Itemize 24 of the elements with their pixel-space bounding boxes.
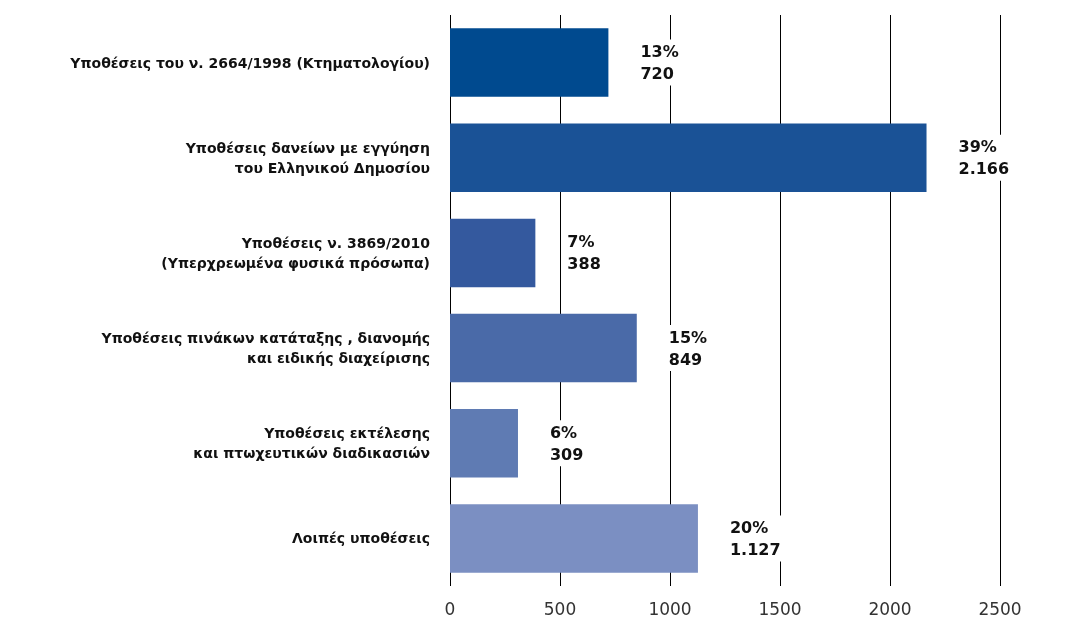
bar bbox=[450, 218, 536, 288]
y-tick-label: Υποθέσεις πινάκων κατάταξης , διανομής και ειδικής διαχείρισης bbox=[100, 330, 430, 367]
bar bbox=[450, 504, 698, 573]
x-tick-label: 2500 bbox=[978, 598, 1022, 619]
data-label: 15% 849 bbox=[668, 327, 708, 369]
bar bbox=[450, 408, 518, 478]
bar bbox=[450, 313, 637, 383]
bar bbox=[450, 123, 927, 193]
y-tick-label: Υποθέσεις ν. 3869/2010 (Υπερχρεωμένα φυσικά πρόσωπα) bbox=[161, 234, 431, 271]
data-label: 6% 309 bbox=[549, 422, 584, 464]
x-tick-label: 500 bbox=[543, 598, 577, 619]
y-tick-label: Λοιπές υποθέσεις bbox=[292, 530, 430, 547]
y-tick-label: Υποθέσεις δανείων με εγγύηση του Ελληνικού Δημοσίου bbox=[184, 139, 430, 176]
data-label: 7% 388 bbox=[567, 232, 601, 274]
x-tick-label: 1500 bbox=[758, 598, 802, 619]
x-tick-label: 2000 bbox=[868, 598, 912, 619]
y-tick-label: Υποθέσεις εκτέλεσης και πτωχευτικών διαδικασιών bbox=[193, 425, 430, 462]
data-label: 39% 2.166 bbox=[958, 137, 1010, 179]
data-label: 20% 1.127 bbox=[729, 517, 781, 559]
x-tick-label: 0 bbox=[444, 598, 456, 619]
data-label: 13% 720 bbox=[640, 42, 679, 84]
y-tick-label: Υποθέσεις του ν. 2664/1998 (Κτηματολογίου) bbox=[69, 54, 430, 71]
bar bbox=[450, 28, 609, 97]
x-tick-label: 1000 bbox=[648, 598, 692, 619]
